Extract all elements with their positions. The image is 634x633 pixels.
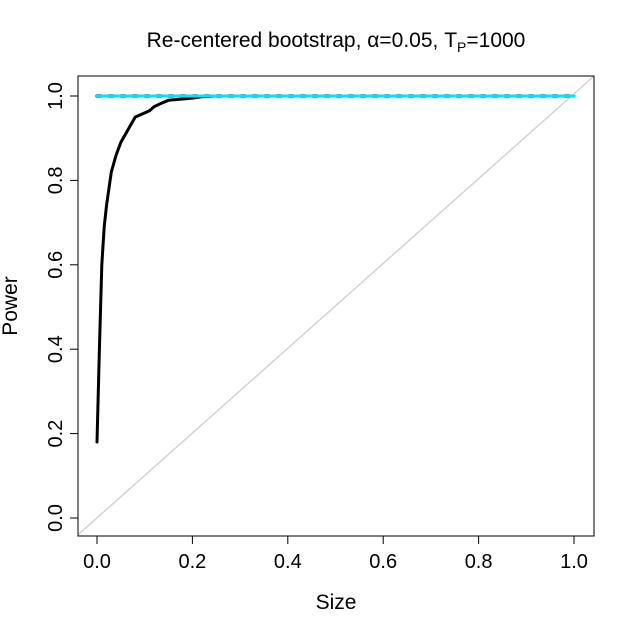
title-alpha-symbol: α (367, 29, 379, 52)
y-tick-label: 0.6 (45, 251, 67, 279)
title-alpha-rest: =0.05, T (379, 29, 457, 52)
title-tail: =1000 (466, 29, 525, 52)
x-tick-label: 0.4 (274, 551, 302, 573)
x-tick-label: 0.0 (83, 551, 111, 573)
y-tick-label: 0.8 (45, 166, 67, 194)
x-tick-label: 0.6 (369, 551, 397, 573)
series-line-1 (95, 94, 576, 444)
y-axis: 0.0 0.2 0.4 0.6 0.8 1.0 (45, 82, 79, 532)
y-axis-label: Power (0, 276, 22, 336)
x-tick-label: 0.8 (465, 551, 493, 573)
y-tick-label: 0.4 (45, 335, 67, 363)
y-tick-label: 0.0 (45, 504, 67, 532)
plot-area (77, 75, 595, 536)
chart-title: Re-centered bootstrap, α=0.05, TP=1000 (147, 29, 526, 55)
title-main: Re-centered bootstrap, (147, 29, 368, 52)
title-subscript: P (457, 39, 466, 55)
reference-diagonal-line (77, 75, 595, 536)
x-axis-label: Size (316, 591, 357, 614)
x-axis: 0.0 0.2 0.4 0.6 0.8 1.0 (83, 535, 588, 573)
y-tick-label: 1.0 (45, 82, 67, 110)
series-layer (95, 94, 576, 444)
x-tick-label: 1.0 (560, 551, 588, 573)
y-tick-label: 0.2 (45, 420, 67, 448)
x-tick-label: 0.2 (178, 551, 206, 573)
